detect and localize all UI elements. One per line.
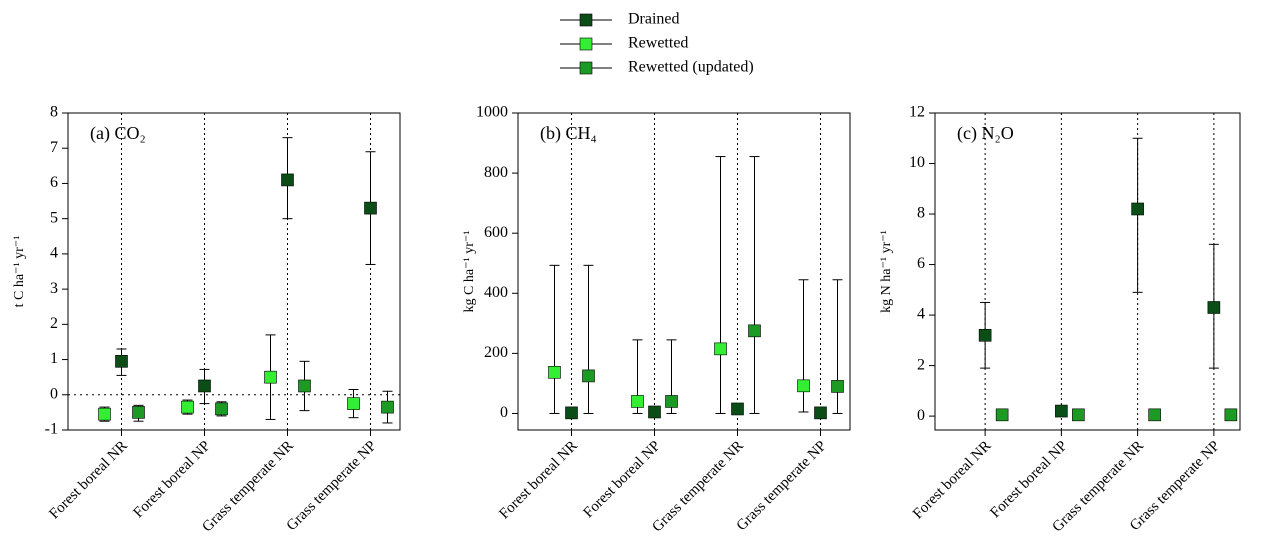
data-point <box>132 406 145 419</box>
y-tick-label: 4 <box>50 245 58 262</box>
legend-label: Rewetted <box>628 35 688 52</box>
y-tick-label: 8 <box>50 104 58 121</box>
x-tick-label: Forest boreal NP <box>131 438 214 521</box>
x-tick-label: Grass temperate NP <box>734 438 830 534</box>
x-tick-label: Forest boreal NR <box>910 438 994 522</box>
y-tick-label: 3 <box>50 280 58 297</box>
x-tick-label: Forest boreal NP <box>987 438 1070 521</box>
data-point <box>364 201 377 215</box>
error-bar <box>549 264 560 414</box>
data-point <box>1148 408 1161 422</box>
data-point <box>714 342 727 356</box>
legend-label: Rewetted (updated) <box>628 59 754 76</box>
data-point <box>115 355 128 368</box>
y-tick-label: 8 <box>917 205 925 222</box>
legend-marker <box>579 61 593 75</box>
legend-label: Drained <box>628 11 680 28</box>
x-tick-label: Forest boreal NR <box>496 438 580 522</box>
data-point <box>1131 202 1144 216</box>
data-point <box>831 380 844 393</box>
error-bar <box>583 264 594 414</box>
y-axis-label: kg C ha⁻¹ yr⁻¹ <box>462 231 477 313</box>
error-bar <box>749 156 760 414</box>
data-point <box>1072 408 1085 422</box>
data-point <box>281 173 294 187</box>
data-point <box>98 407 111 421</box>
data-point <box>814 406 827 420</box>
data-point <box>548 366 561 379</box>
y-tick-label: 12 <box>909 104 925 121</box>
data-point <box>665 395 678 408</box>
panel-title: (b) CH₄ <box>540 123 597 144</box>
data-point <box>978 328 992 342</box>
data-point <box>631 395 644 408</box>
data-point <box>731 402 744 416</box>
x-tick-label: Forest boreal NR <box>46 438 130 522</box>
y-tick-label: 0 <box>50 385 58 402</box>
data-point <box>648 405 661 419</box>
data-point <box>264 370 277 384</box>
data-point <box>347 397 360 410</box>
data-point <box>1224 408 1238 422</box>
data-point <box>215 402 228 416</box>
data-point <box>1055 404 1068 418</box>
y-tick-label: 5 <box>50 209 58 226</box>
y-tick-label: 6 <box>917 255 925 272</box>
y-tick-label: 0 <box>500 404 508 421</box>
panel-title: (a) CO₂ <box>90 123 146 144</box>
error-bar <box>1132 137 1143 293</box>
plot-frame <box>67 112 401 431</box>
y-tick-label: 200 <box>484 344 508 361</box>
y-axis-label: kg N ha⁻¹ yr⁻¹ <box>879 230 894 313</box>
data-point <box>748 324 761 338</box>
y-tick-label: 400 <box>484 284 508 301</box>
data-point <box>298 379 311 393</box>
y-tick-label: 1 <box>50 350 58 367</box>
error-bar <box>715 156 726 414</box>
y-tick-label: 4 <box>917 306 925 323</box>
data-point <box>582 369 595 383</box>
y-tick-label: 2 <box>917 356 925 373</box>
plot-frame <box>517 112 851 431</box>
y-tick-label: 6 <box>50 174 58 191</box>
x-tick-label: Forest boreal NP <box>581 438 664 521</box>
error-bar <box>798 279 809 413</box>
y-tick-label: 800 <box>484 164 508 181</box>
y-tick-label: 0 <box>917 407 925 424</box>
y-tick-label: 7 <box>50 139 58 156</box>
data-point <box>381 400 394 414</box>
y-tick-label: 1000 <box>476 104 508 121</box>
y-tick-label: 600 <box>484 224 508 241</box>
data-point <box>1207 301 1221 314</box>
y-tick-label: 10 <box>909 154 925 171</box>
plot-frame <box>934 112 1241 431</box>
error-bar <box>832 279 843 414</box>
y-axis-label: t C ha⁻¹ yr⁻¹ <box>12 236 27 308</box>
y-tick-label: -1 <box>45 421 58 438</box>
data-point <box>198 379 211 393</box>
data-point <box>797 379 810 393</box>
x-tick-label: Grass temperate NP <box>284 438 380 534</box>
data-point <box>181 400 194 414</box>
legend-marker <box>579 37 593 51</box>
legend-marker <box>579 13 593 27</box>
x-tick-label: Grass temperate NR <box>649 438 746 535</box>
data-point <box>565 406 578 420</box>
y-tick-label: 2 <box>50 315 58 332</box>
x-tick-label: Grass temperate NR <box>199 438 296 535</box>
data-point <box>995 408 1009 422</box>
